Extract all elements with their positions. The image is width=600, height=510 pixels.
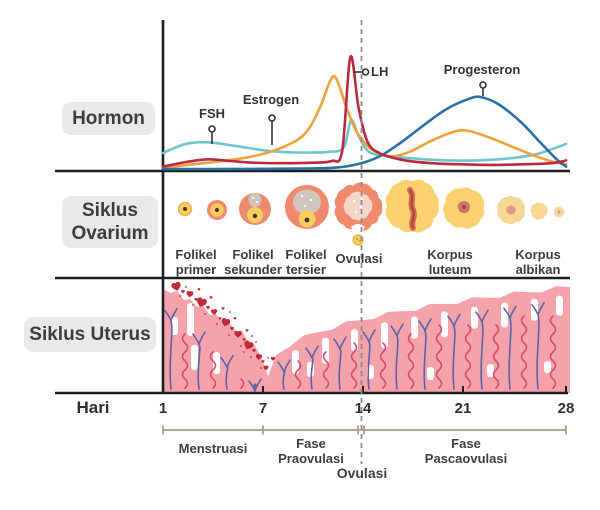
estrogen-pointer-dot: [268, 114, 276, 122]
hormone-curves: [161, 55, 568, 171]
uterus-lining-illustration: [163, 281, 570, 393]
day-tick-label-21: 21: [454, 400, 472, 417]
day-tick-label-28: 28: [557, 400, 575, 417]
hormone-label-pointers: [208, 68, 487, 145]
stage-label-folikel-sekunder: Folikel sekunder: [224, 247, 282, 277]
row-label-siklus-uterus: Siklus Uterus: [24, 317, 156, 352]
curve-fsh: [161, 118, 568, 162]
phase-label-ovulasi-bottom: Ovulasi: [336, 465, 388, 481]
day-axis-label: Hari: [76, 398, 110, 417]
stage-label-ovulasi: Ovulasi: [335, 251, 383, 266]
day-ticks: [262, 386, 567, 393]
axes: [55, 20, 570, 395]
curve-progesteron: [161, 95, 568, 171]
phase-label-line2: Praovulasi: [278, 450, 344, 466]
fsh-pointer-dot: [208, 125, 216, 133]
row-label-siklus-ovarium: Siklus Ovarium: [62, 196, 158, 248]
stage-label-line2: albikan: [515, 261, 561, 277]
day-tick-label-14: 14: [354, 400, 372, 417]
stage-label-line1: Folikel: [232, 247, 274, 262]
ovarian-cycle-illustration: [177, 179, 565, 246]
stage-label-folikel-tersier: Folikel tersier: [285, 247, 327, 277]
stage-label-line1: Korpus: [427, 247, 473, 262]
stage-label-folikel-primer: Folikel primer: [175, 247, 217, 277]
row-label-hormon: Hormon: [62, 102, 155, 135]
stage-label-korpus-luteum: Korpus luteum: [427, 247, 473, 277]
progesteron-curve-label: Progesteron: [443, 62, 521, 77]
phase-label-line1: Fase: [296, 436, 326, 451]
stage-label-line1: Folikel: [175, 247, 217, 262]
stage-label-line2: tersier: [286, 261, 326, 277]
fsh-curve-label: FSH: [199, 106, 225, 121]
phase-label-line2: Pascaovulasi: [424, 450, 508, 466]
lh-pointer-dot: [361, 68, 370, 76]
stage-label-line2: luteum: [428, 261, 472, 277]
lh-curve-label: LH: [371, 64, 389, 79]
day-tick-label-1: 1: [158, 400, 168, 417]
phase-label-menstruasi: Menstruasi: [178, 441, 248, 456]
phase-brackets: [162, 425, 567, 435]
progesteron-pointer-dot: [479, 81, 487, 89]
phase-label-line1: Fase: [451, 436, 481, 451]
stage-label-korpus-albikan: Korpus albikan: [515, 247, 561, 277]
curve-lh: [161, 55, 568, 168]
stage-label-line2: primer: [175, 261, 217, 277]
estrogen-curve-label: Estrogen: [242, 92, 300, 107]
row-label-siklus-ovarium-text: Siklus Ovarium: [71, 199, 149, 244]
phase-label-praovulasi: Fase Praovulasi: [278, 436, 344, 467]
day-tick-label-7: 7: [258, 400, 268, 417]
phase-label-pascaovulasi: Fase Pascaovulasi: [424, 436, 508, 467]
curve-estrogen: [161, 74, 568, 169]
stage-label-line1: Korpus: [515, 247, 561, 262]
stage-label-line1: Folikel: [285, 247, 327, 262]
stage-label-line2: sekunder: [224, 261, 282, 277]
